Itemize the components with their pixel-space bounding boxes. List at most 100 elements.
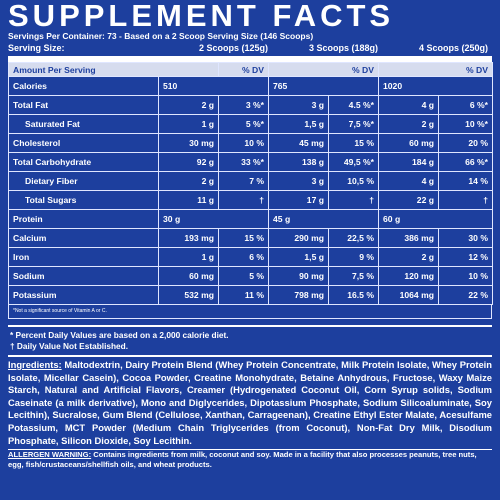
daily-value: 10 %: [218, 133, 269, 153]
daily-value: 7,5 %: [328, 266, 379, 286]
header-cell: % DV: [268, 62, 379, 77]
daily-value: †: [438, 190, 493, 210]
amount: 90 mg: [268, 266, 329, 286]
allergen: ALLERGEN WARNING: Contains ingredients f…: [8, 450, 492, 469]
nutrient-name: Protein: [8, 209, 159, 229]
serving-size: 2 Scoops (125g): [198, 43, 268, 53]
daily-value: 30 %: [438, 228, 493, 248]
amount: 60 mg: [378, 133, 439, 153]
amount: 17 g: [268, 190, 329, 210]
servings: Servings Per Container: 73 - Based on a …: [8, 31, 314, 41]
daily-value: 49,5 %*: [328, 152, 379, 172]
amount: 120 mg: [378, 266, 439, 286]
daily-value: 15 %: [328, 133, 379, 153]
daily-value: 66 %*: [438, 152, 493, 172]
daily-value: 6 %*: [438, 95, 493, 115]
nutrient-name: Dietary Fiber: [8, 171, 159, 191]
amount: 386 mg: [378, 228, 439, 248]
nutrient-name: Total Carbohydrate: [8, 152, 159, 172]
nutrient-row: Potassium 532 mg 11 % 798 mg 16.5 % 1064 mg 22…: [8, 285, 493, 305]
header-cell: Amount Per Serving: [8, 62, 219, 77]
amount: 1,5 g: [268, 114, 329, 134]
amount: 4 g: [378, 95, 439, 115]
daily-value: 10 %: [438, 266, 493, 286]
amount: 11 g: [158, 190, 219, 210]
daily-value: 12 %: [438, 247, 493, 267]
amount: 1 g: [158, 247, 219, 267]
amount: 22 g: [378, 190, 439, 210]
amount: 1020: [378, 76, 493, 96]
amount: 1064 mg: [378, 285, 439, 305]
amount: 45 g: [268, 209, 379, 229]
nutrient-row: Calories 510 765 1020: [8, 76, 493, 96]
amount: 4 g: [378, 171, 439, 191]
daily-value: 9 %: [328, 247, 379, 267]
nutrient-name: Cholesterol: [8, 133, 159, 153]
amount: 2 g: [158, 95, 219, 115]
nutrient-name: Calcium: [8, 228, 159, 248]
serving-size-row: Serving Size: 2 Scoops (125g) 3 Scoops (…: [8, 42, 492, 54]
daily-value: 14 %: [438, 171, 493, 191]
amount: 2 g: [158, 171, 219, 191]
daily-value: 10 %*: [438, 114, 493, 134]
footnote: * Percent Daily Values are based on a 2,…: [10, 330, 229, 340]
daily-value: 20 %: [438, 133, 493, 153]
daily-value: 7 %: [218, 171, 269, 191]
amount: 30 g: [158, 209, 269, 229]
nutrient-row: Total Carbohydrate 92 g 33 %* 138 g 49,5 %* 1…: [8, 152, 493, 172]
nutrient-row: Cholesterol 30 mg 10 % 45 mg 15 % 60 mg 20 %: [8, 133, 493, 153]
daily-value: 10,5 %: [328, 171, 379, 191]
nutrient-name: Saturated Fat: [8, 114, 159, 134]
nutrient-row: Protein 30 g 45 g 60 g: [8, 209, 493, 229]
daily-value: 7,5 %*: [328, 114, 379, 134]
daily-value: 11 %: [218, 285, 269, 305]
amount: 3 g: [268, 171, 329, 191]
amount: 2 g: [378, 247, 439, 267]
daily-value: 22,5 %: [328, 228, 379, 248]
daily-value: 22 %: [438, 285, 493, 305]
daily-value: 5 %: [218, 266, 269, 286]
daily-value: 15 %: [218, 228, 269, 248]
amount: 45 mg: [268, 133, 329, 153]
daily-value: †: [218, 190, 269, 210]
amount: 290 mg: [268, 228, 329, 248]
amount: 138 g: [268, 152, 329, 172]
divider: [8, 56, 492, 62]
serving-size-label: Serving Size:: [8, 43, 65, 53]
amount: 92 g: [158, 152, 219, 172]
header-row: Amount Per Serving% DV% DV% DV: [8, 62, 493, 77]
nutrient-name: Potassium: [8, 285, 159, 305]
amount: 3 g: [268, 95, 329, 115]
allergen-text: Contains ingredients from milk, coconut …: [8, 450, 477, 469]
footnotes: * Percent Daily Values are based on a 2,…: [8, 325, 492, 357]
serving-size: 3 Scoops (188g): [308, 43, 378, 53]
nutrition-table: Amount Per Serving% DV% DV% DV Calories 51…: [8, 62, 493, 305]
amount: 184 g: [378, 152, 439, 172]
amount: 30 mg: [158, 133, 219, 153]
nutrient-row: Sodium 60 mg 5 % 90 mg 7,5 % 120 mg 10 %: [8, 266, 493, 286]
daily-value: 5 %*: [218, 114, 269, 134]
amount: 765: [268, 76, 379, 96]
ingredients: Ingredients: Maltodextrin, Dairy Protein…: [8, 359, 492, 451]
allergen-label: ALLERGEN WARNING:: [8, 450, 92, 460]
amount: 798 mg: [268, 285, 329, 305]
amount: 1 g: [158, 114, 219, 134]
amount: 1,5 g: [268, 247, 329, 267]
nutrient-name: Calories: [8, 76, 159, 96]
table-note: *Not a significant source of Vitamin A o…: [8, 305, 492, 319]
nutrient-name: Iron: [8, 247, 159, 267]
amount: 193 mg: [158, 228, 219, 248]
daily-value: 33 %*: [218, 152, 269, 172]
nutrient-name: Total Sugars: [8, 190, 159, 210]
daily-value: 16.5 %: [328, 285, 379, 305]
header-cell: % DV: [378, 62, 493, 77]
amount: 510: [158, 76, 269, 96]
amount: 60 mg: [158, 266, 219, 286]
ingredients-label: Ingredients:: [8, 359, 62, 370]
